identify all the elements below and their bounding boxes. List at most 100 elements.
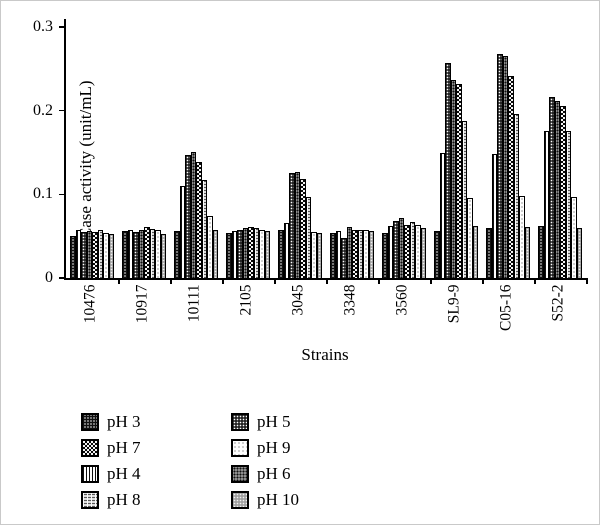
bar-10476-ph9: [103, 232, 109, 278]
bar-3348-ph8: [357, 230, 363, 278]
bar-S52-2-ph10: [576, 227, 582, 278]
x-tick-7: [430, 280, 432, 284]
y-tick-0.2: [59, 109, 66, 112]
bar-3560-ph3: [382, 232, 388, 278]
bar-group-3045: [278, 171, 322, 278]
x-tick-end: [586, 280, 588, 284]
y-tick-0: [59, 277, 66, 279]
bar-3045-ph8: [305, 196, 311, 278]
x-axis-title: Strains: [301, 345, 349, 364]
bar-C05-16-ph6: [502, 56, 508, 278]
bar-10111-ph10: [212, 229, 218, 278]
legend-label: pH 10: [257, 490, 300, 509]
x-tick-8: [482, 280, 484, 284]
x-category-label-2105: 2105: [237, 284, 255, 316]
legend-label: pH 3: [107, 412, 141, 431]
bar-3560-ph9: [415, 225, 421, 278]
x-tick-6: [378, 280, 380, 284]
bar-S52-2-ph6: [554, 100, 560, 278]
bar-3560-ph10: [420, 227, 426, 278]
x-category-label-10917: 10917: [133, 284, 151, 324]
bar-S52-2-ph3: [538, 226, 544, 278]
bar-3348-ph9: [363, 229, 369, 278]
bar-3348-ph4: [335, 231, 341, 278]
bar-group-10476: [70, 230, 114, 278]
x-category-label-S52-2: S52-2: [549, 284, 567, 322]
plot-area: CMCase activity (unit/mL): [59, 19, 588, 284]
bar-10917-ph10: [160, 233, 166, 278]
bar-C05-16-ph10: [524, 227, 530, 278]
bar-C05-16-ph9: [519, 196, 525, 278]
legend-label: pH 9: [257, 438, 291, 457]
bar-group-SL9-9: [434, 63, 478, 278]
legend-label: pH 7: [107, 438, 141, 457]
legend-swatch-ph4-icon: [81, 465, 99, 483]
bar-group-10111: [174, 151, 218, 278]
bar-SL9-9-ph5: [445, 63, 451, 278]
bar-3045-ph9: [311, 232, 317, 278]
bar-SL9-9-ph10: [472, 226, 478, 278]
bar-10476-ph4: [75, 230, 81, 278]
bar-10476-ph3: [70, 236, 76, 278]
legend-label: pH 8: [107, 490, 141, 509]
bar-10917-ph9: [155, 230, 161, 278]
bar-S52-2-ph9: [571, 196, 577, 278]
y-tick-label-0: 0: [45, 269, 53, 286]
legend-item-ph6: pH 6: [231, 461, 299, 487]
bar-3560-ph8: [409, 221, 415, 278]
bar-3560-ph7: [404, 224, 410, 278]
bar-10111-ph7: [196, 161, 202, 278]
bar-10476-ph10: [108, 233, 114, 278]
bar-10111-ph9: [207, 216, 213, 278]
x-category-label-3348: 3348: [341, 284, 359, 316]
legend-column-1: pH 3 pH 7 pH 4 pH 8: [81, 409, 141, 513]
bar-SL9-9-ph7: [456, 83, 462, 278]
legend-swatch-ph9-icon: [231, 439, 249, 457]
x-tick-5: [326, 280, 328, 284]
legend-item-ph10: pH 10: [231, 487, 299, 513]
bar-10917-ph5: [133, 232, 139, 278]
legend-item-ph8: pH 8: [81, 487, 141, 513]
x-category-label-3560: 3560: [393, 284, 411, 316]
bar-2105-ph10: [264, 231, 270, 278]
legend-item-ph5: pH 5: [231, 409, 299, 435]
y-tick-0.3: [59, 26, 66, 28]
legend-label: pH 6: [257, 464, 291, 483]
bar-3348-ph7: [352, 229, 358, 278]
bar-C05-16-ph4: [491, 154, 497, 278]
bar-3045-ph5: [289, 172, 295, 278]
y-tick-0.1: [59, 193, 66, 196]
bar-10917-ph3: [122, 231, 128, 278]
bar-C05-16-ph5: [497, 53, 503, 278]
bar-group-3560: [382, 217, 426, 278]
bar-SL9-9-ph8: [461, 120, 467, 278]
bar-10476-ph8: [97, 230, 103, 278]
bar-3045-ph10: [316, 232, 322, 278]
legend-swatch-ph8-icon: [81, 491, 99, 509]
bar-group-3348: [330, 227, 374, 278]
bar-10111-ph4: [179, 186, 185, 278]
bar-3348-ph6: [346, 227, 352, 278]
legend-swatch-ph6-icon: [231, 465, 249, 483]
bar-2105-ph7: [248, 227, 254, 278]
bar-SL9-9-ph9: [467, 197, 473, 278]
bar-3045-ph3: [278, 230, 284, 278]
legend-swatch-ph5-icon: [231, 413, 249, 431]
x-tick-9: [534, 280, 536, 284]
bar-group-10917: [122, 227, 166, 278]
y-tick-label-0.1: 0.1: [33, 185, 53, 203]
legend-swatch-ph10-icon: [231, 491, 249, 509]
bar-10917-ph8: [149, 228, 155, 278]
bar-3560-ph4: [387, 226, 393, 278]
bar-3560-ph5: [393, 221, 399, 278]
bar-C05-16-ph8: [513, 114, 519, 278]
bar-C05-16-ph3: [486, 227, 492, 278]
x-category-label-3045: 3045: [289, 284, 307, 316]
bar-2105-ph5: [237, 230, 243, 278]
x-category-label-10476: 10476: [81, 284, 99, 324]
bar-3348-ph10: [368, 231, 374, 278]
bar-group-C05-16: [486, 53, 530, 278]
bar-2105-ph6: [242, 227, 248, 278]
x-category-label-SL9-9: SL9-9: [445, 284, 463, 324]
